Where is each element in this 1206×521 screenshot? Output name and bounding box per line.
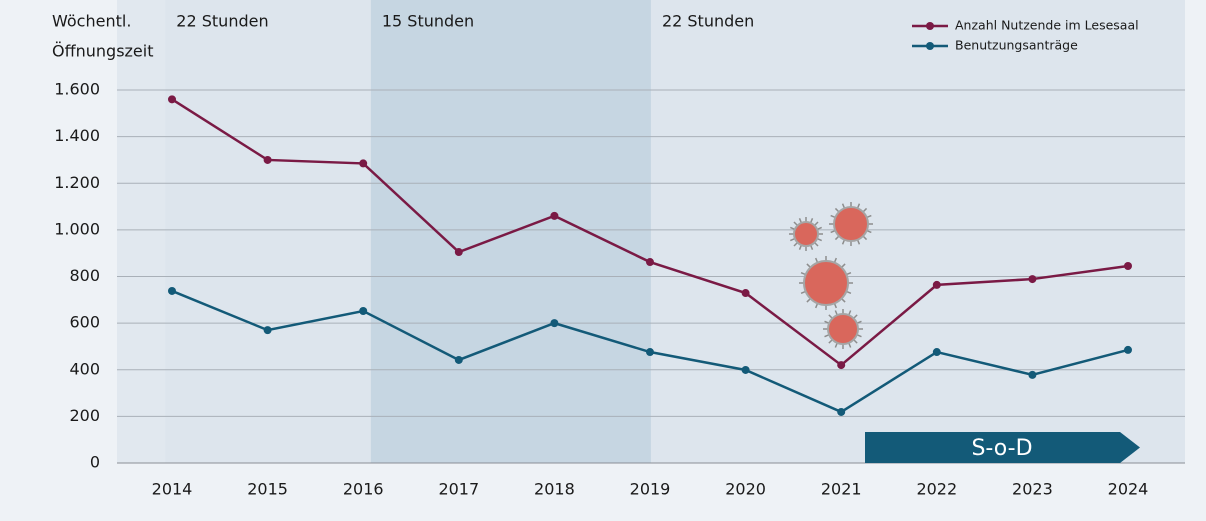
point xyxy=(1028,275,1037,284)
band-label: 22 Stunden xyxy=(176,12,268,31)
y-tick-label: 600 xyxy=(69,313,100,332)
point xyxy=(741,289,750,298)
annotation: S-o-D xyxy=(971,436,1032,461)
point xyxy=(263,326,272,335)
x-tick-label: 2015 xyxy=(247,480,288,499)
point xyxy=(1124,262,1132,271)
bands-title: Öffnungszeit xyxy=(52,42,154,61)
point xyxy=(837,361,846,370)
y-tick-label: 1.600 xyxy=(54,80,100,99)
point xyxy=(646,258,654,267)
point xyxy=(168,286,176,295)
x-tick-label: 2024 xyxy=(1108,480,1149,499)
point xyxy=(359,159,368,168)
x-tick-label: 2018 xyxy=(534,480,575,499)
x-tick-label: 2019 xyxy=(630,480,671,499)
point xyxy=(454,248,463,257)
annotation-arrow xyxy=(865,432,1140,463)
point xyxy=(1124,345,1132,354)
x-tick-label: 2020 xyxy=(725,480,766,499)
band xyxy=(165,0,371,463)
x-tick-label: 2016 xyxy=(343,480,384,499)
point xyxy=(932,348,941,357)
legend-label: Anzahl Nutzende im Lesesaal xyxy=(955,18,1139,33)
y-tick-label: 200 xyxy=(69,406,100,425)
point xyxy=(263,155,272,164)
x-tick-label: 2022 xyxy=(916,480,957,499)
point xyxy=(932,280,941,289)
virus xyxy=(827,313,859,345)
virus xyxy=(833,206,869,242)
x-tick-label: 2014 xyxy=(152,480,193,499)
x-tick-label: 2017 xyxy=(438,480,479,499)
y-tick-label: 800 xyxy=(69,266,100,285)
point xyxy=(646,348,654,357)
bands-title: Wöchentl. xyxy=(52,12,131,31)
band-label: 22 Stunden xyxy=(662,12,754,31)
y-tick-label: 1.200 xyxy=(54,173,100,192)
band-label: 15 Stunden xyxy=(382,12,474,31)
y-tick-label: 1.400 xyxy=(54,126,100,145)
point xyxy=(741,365,750,374)
y-tick-label: 0 xyxy=(90,453,100,472)
virus xyxy=(803,260,849,306)
point xyxy=(837,407,846,416)
virus xyxy=(793,221,819,247)
x-tick-label: 2021 xyxy=(821,480,862,499)
point xyxy=(1028,370,1037,379)
y-tick-label: 400 xyxy=(69,359,100,378)
point xyxy=(168,95,176,104)
x-tick-label: 2023 xyxy=(1012,480,1053,499)
legend-label: Benutzungsanträge xyxy=(955,38,1078,53)
band xyxy=(650,0,1185,463)
point xyxy=(454,355,463,364)
point xyxy=(550,211,559,220)
legend-marker xyxy=(926,42,934,50)
y-tick-label: 1.000 xyxy=(54,219,100,238)
point xyxy=(359,307,368,316)
point xyxy=(550,319,559,328)
legend-marker xyxy=(926,22,934,30)
